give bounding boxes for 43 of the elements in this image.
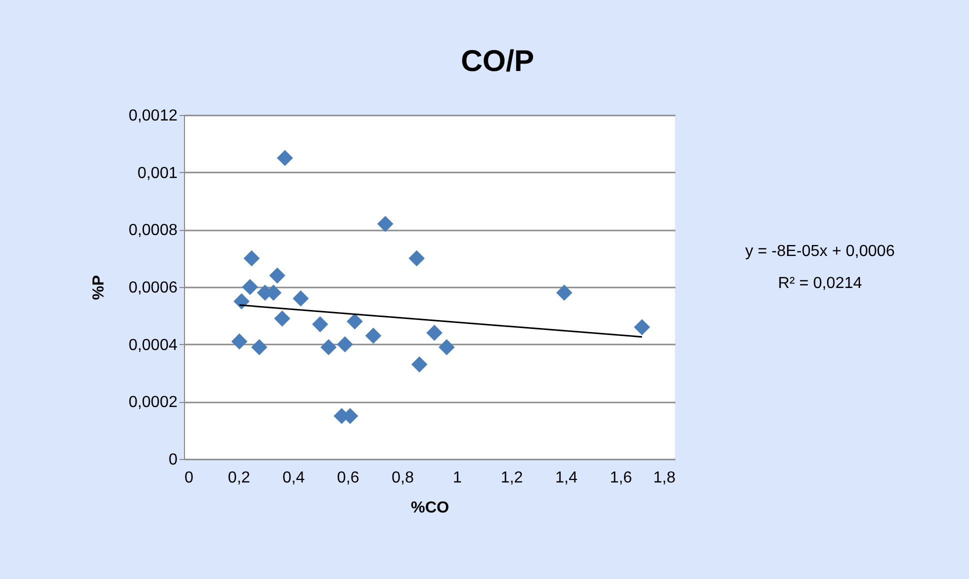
chart-title: CO/P <box>460 45 534 78</box>
y-tick-label: 0,0012 <box>128 108 178 124</box>
x-tick-label: 0,6 <box>337 470 360 486</box>
y-tick-label: 0,0008 <box>128 222 178 240</box>
x-tick-label: 0,8 <box>392 470 414 486</box>
point <box>312 316 328 332</box>
point <box>408 250 425 266</box>
point <box>231 333 248 350</box>
x-tick-label: 0,2 <box>228 470 250 486</box>
x-tick-label: 0,4 <box>282 470 305 486</box>
x-tick-label: 1,8 <box>653 470 676 486</box>
point <box>377 216 394 232</box>
x-tick-label: 1,4 <box>555 470 578 486</box>
point <box>269 267 286 284</box>
x-tick-label: 1,6 <box>610 470 632 486</box>
y-axis-title: %P <box>90 274 108 300</box>
x-tick-label: 1,2 <box>500 470 524 486</box>
y-tick-label: 0,0002 <box>128 394 178 412</box>
y-tick-label: 0,0006 <box>128 280 178 296</box>
point <box>556 284 572 301</box>
point <box>346 313 363 330</box>
point <box>411 356 428 372</box>
point <box>251 339 268 356</box>
point <box>274 310 290 327</box>
y-tick-label: 0 <box>168 452 178 468</box>
point <box>320 339 337 356</box>
text: y = -8E-05x + 0,0006 <box>745 243 895 260</box>
point <box>276 150 293 166</box>
point <box>233 293 250 310</box>
y-tick-label: 0,001 <box>137 164 178 182</box>
point <box>242 278 258 296</box>
x-axis-title: %CO <box>410 500 450 516</box>
point <box>634 319 650 336</box>
x-tick-label: 1 <box>452 470 462 486</box>
y-tick-label: 0,0004 <box>128 336 178 354</box>
point <box>426 324 442 341</box>
text: R² = 0,0214 <box>778 275 862 292</box>
point <box>438 339 455 356</box>
point <box>292 290 309 307</box>
x-tick-label: 0 <box>184 470 194 486</box>
point <box>365 328 382 344</box>
point <box>244 250 260 266</box>
point <box>336 336 353 352</box>
